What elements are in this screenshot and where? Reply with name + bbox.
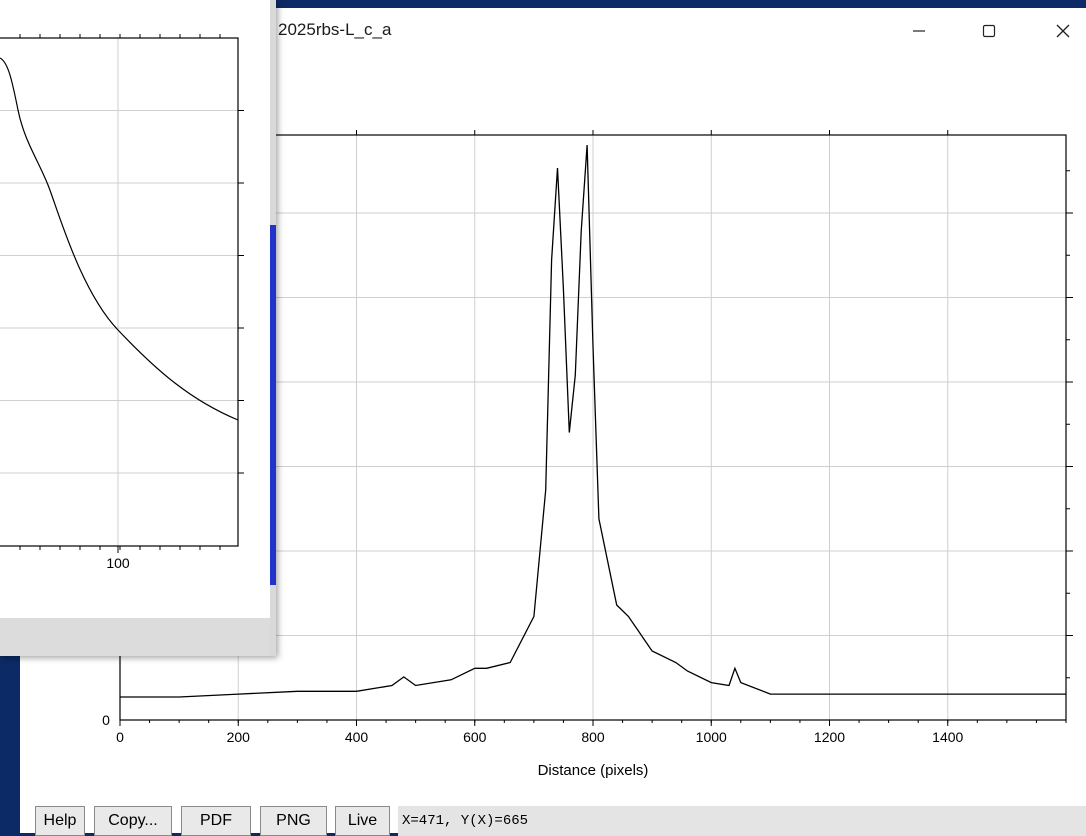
live-button[interactable]: Live	[335, 806, 390, 836]
x-axis-label: Distance (pixels)	[538, 762, 649, 779]
second-profile-plot[interactable]: 100	[0, 0, 270, 618]
x-tick-label: 800	[581, 729, 605, 745]
copy-button[interactable]: Copy...	[94, 806, 172, 836]
x-tick-label: 0	[116, 729, 124, 745]
desktop-background	[270, 0, 1086, 8]
second-plot-window[interactable]: 100	[0, 0, 276, 656]
help-button[interactable]: Help	[35, 806, 85, 836]
x-tick-label: 1200	[814, 729, 845, 745]
x-tick-label: 1000	[696, 729, 727, 745]
x-tick-label: 200	[227, 729, 251, 745]
profile-line	[120, 144, 1066, 698]
decay-curve	[0, 57, 239, 421]
second-plot-toolbar	[0, 618, 270, 656]
x-tick-label: 400	[345, 729, 369, 745]
desktop-background-left	[0, 650, 20, 833]
x-tick-label: 600	[463, 729, 487, 745]
minimize-button[interactable]	[896, 14, 942, 48]
pdf-button[interactable]: PDF	[181, 806, 251, 836]
minimize-icon	[913, 30, 925, 32]
maximize-icon	[982, 24, 996, 38]
plot-toolbar: Help Copy... PDF PNG Live X=471, Y(X)=66…	[20, 796, 1086, 836]
close-icon	[1056, 24, 1070, 38]
selection-bar	[270, 225, 276, 585]
y-zero-label: 0	[102, 712, 110, 728]
plot-frame	[0, 37, 239, 547]
window-title: 2025rbs-L_c_a	[278, 20, 392, 39]
close-button[interactable]	[1040, 14, 1086, 48]
x-tick-label: 100	[106, 555, 130, 571]
png-button[interactable]: PNG	[260, 806, 327, 836]
coordinate-readout: X=471, Y(X)=665	[398, 806, 1086, 836]
x-tick-label: 1400	[932, 729, 963, 745]
maximize-button[interactable]	[966, 14, 1012, 48]
